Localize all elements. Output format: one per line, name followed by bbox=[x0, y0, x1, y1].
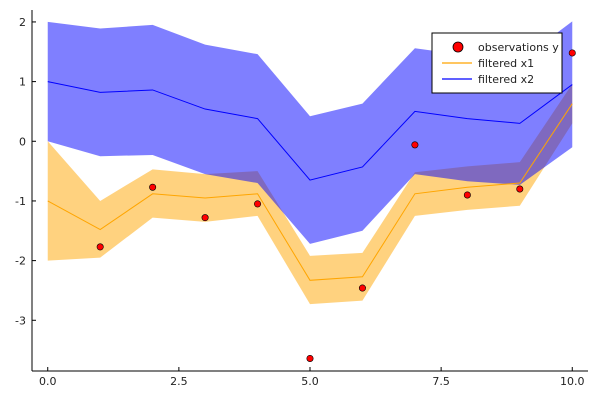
observation-point bbox=[149, 183, 157, 191]
x-tick-label: 2.5 bbox=[170, 375, 188, 388]
y-tick-label: -2 bbox=[15, 255, 26, 268]
observation-point bbox=[254, 200, 262, 208]
observation-point bbox=[96, 243, 104, 251]
x-ticks: 0.0 2.5 5.0 7.5 10.0 bbox=[39, 367, 585, 388]
y-tick-label: 1 bbox=[19, 76, 26, 89]
series-lines bbox=[47, 81, 573, 281]
legend-marker-observations bbox=[452, 41, 464, 53]
x-tick-label: 7.5 bbox=[432, 375, 450, 388]
observation-point bbox=[306, 354, 314, 362]
observation-point bbox=[516, 185, 524, 193]
observation-point bbox=[358, 284, 366, 292]
observation-point bbox=[568, 49, 576, 57]
line-filtered-x1 bbox=[47, 103, 573, 281]
y-tick-label: 0 bbox=[19, 135, 26, 148]
observation-point bbox=[411, 141, 419, 149]
scatter-points bbox=[96, 49, 576, 362]
x-tick-label: 5.0 bbox=[301, 375, 319, 388]
y-tick-label: 2 bbox=[19, 16, 26, 29]
legend-label-observations: observations y bbox=[478, 41, 559, 54]
legend-label-x1: filtered x1 bbox=[478, 57, 534, 70]
legend-label-x2: filtered x2 bbox=[478, 73, 534, 86]
y-tick-label: -1 bbox=[15, 195, 26, 208]
observation-point bbox=[201, 214, 209, 222]
y-tick-label: -3 bbox=[15, 314, 26, 327]
observation-point bbox=[463, 191, 471, 199]
y-ticks: 2 1 0 -1 -2 -3 bbox=[15, 16, 36, 327]
line-filtered-x2 bbox=[47, 81, 573, 181]
x-tick-label: 10.0 bbox=[560, 375, 585, 388]
x-tick-label: 0.0 bbox=[39, 375, 57, 388]
legend: observations y filtered x1 filtered x2 bbox=[431, 32, 563, 94]
